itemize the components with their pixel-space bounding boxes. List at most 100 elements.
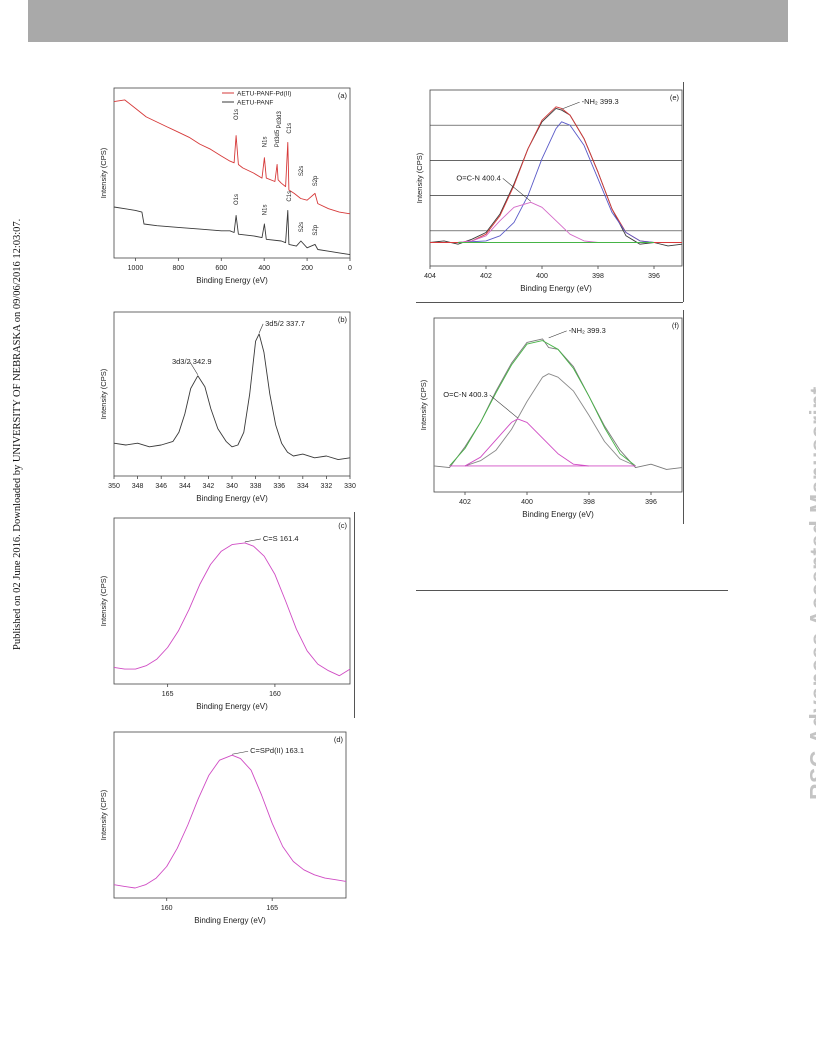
- x-tick-label: 334: [297, 483, 309, 490]
- peak-label: S2p: [313, 224, 319, 235]
- x-tick-label: 398: [592, 273, 604, 280]
- peak-label: C1s: [287, 123, 293, 134]
- plot-frame: [113, 87, 351, 259]
- plot-frame: [113, 731, 347, 899]
- peak-label: C1s: [287, 191, 293, 202]
- peak-label: N1s: [262, 205, 268, 216]
- y-axis-label: Intensity (CPS): [99, 575, 108, 626]
- peak-label: N1s: [262, 137, 268, 148]
- x-axis-label: Binding Energy (eV): [194, 916, 266, 925]
- x-tick-label: 800: [173, 265, 185, 272]
- text-rule: [416, 590, 728, 591]
- peak-label: 3d3/2 342.9: [172, 357, 212, 366]
- x-axis-label: Binding Energy (eV): [196, 494, 268, 503]
- peak-label: -NH₂ 399.3: [569, 326, 606, 335]
- y-axis-label: Intensity (CPS): [419, 379, 428, 430]
- peak-label: 3d5/2 337.7: [265, 319, 305, 328]
- legend-entry: AETU-PANF: [237, 100, 273, 107]
- peak-label: O=C-N 400.3: [443, 390, 487, 399]
- x-tick-label: 600: [215, 265, 227, 272]
- x-tick-label: 348: [132, 483, 144, 490]
- x-tick-label: 160: [161, 905, 173, 912]
- series-line: [464, 373, 636, 467]
- x-tick-label: 346: [155, 483, 167, 490]
- annotation-leader: [244, 538, 261, 543]
- panel-e-right-rule: [683, 82, 684, 302]
- plot-frame: [113, 517, 351, 685]
- x-tick-label: 0: [348, 265, 352, 272]
- pd3d-panel-b: 350 348 346 344 342 340 338 336 334 332 330 Binding…: [99, 311, 356, 503]
- xps-survey-panel-a: 1000 800 600 400 200 0 Binding Energy (eV) Inte…: [99, 87, 352, 285]
- annotation-leader: [489, 394, 518, 419]
- series-line: [113, 754, 347, 889]
- annotation-leader: [502, 178, 531, 202]
- series-line: [113, 542, 351, 677]
- x-tick-label: 340: [226, 483, 238, 490]
- panel-label: (f): [672, 321, 680, 330]
- panel-label: (b): [338, 315, 348, 324]
- x-tick-label: 402: [480, 273, 492, 280]
- y-axis-label: Intensity (CPS): [99, 368, 108, 419]
- x-tick-label: 200: [301, 265, 313, 272]
- peak-label: S2s: [299, 222, 305, 232]
- x-tick-label: 342: [203, 483, 215, 490]
- annotation-leader: [232, 750, 249, 755]
- panel-f-right-rule: [683, 310, 684, 524]
- series-line: [433, 338, 683, 470]
- panel-label: (a): [338, 91, 348, 100]
- x-tick-label: 404: [424, 273, 436, 280]
- legend-entry: AETU-PANF-Pd(II): [237, 91, 291, 98]
- peak-label: C=S 161.4: [263, 534, 299, 543]
- annotation-leader: [561, 101, 580, 110]
- x-tick-label: 350: [108, 483, 120, 490]
- x-tick-label: 332: [321, 483, 333, 490]
- x-tick-label: 330: [344, 483, 356, 490]
- peak-label: C=SPd(II) 163.1: [250, 746, 304, 755]
- panel-e-bottom-rule: [416, 302, 683, 303]
- plot-frame: [433, 317, 683, 493]
- x-tick-label: 165: [266, 905, 278, 912]
- x-tick-label: 336: [273, 483, 285, 490]
- series-line: [113, 206, 351, 256]
- x-tick-label: 396: [648, 273, 660, 280]
- series-line: [449, 340, 636, 467]
- n1s-panel-f: 402 400 398 396 Binding Energy (eV) Intensity…: [419, 317, 683, 519]
- plot-frame: [429, 89, 683, 267]
- x-tick-label: 160: [269, 691, 281, 698]
- x-tick-label: 344: [179, 483, 191, 490]
- x-tick-label: 400: [258, 265, 270, 272]
- peak-label: Pd3d3: [277, 110, 283, 128]
- annotation-leader: [189, 361, 199, 375]
- x-tick-label: 400: [536, 273, 548, 280]
- x-axis-label: Binding Energy (eV): [196, 276, 268, 285]
- x-tick-label: 400: [521, 499, 533, 506]
- plot-frame: [113, 311, 351, 477]
- x-tick-label: 402: [459, 499, 471, 506]
- annotation-leader: [548, 330, 567, 339]
- y-axis-label: Intensity (CPS): [415, 152, 424, 203]
- y-axis-label: Intensity (CPS): [99, 789, 108, 840]
- panel-c-right-rule: [354, 512, 355, 718]
- peak-label: Pd3d5: [275, 129, 281, 147]
- peak-label: O1s: [234, 194, 240, 205]
- x-tick-label: 1000: [128, 265, 144, 272]
- x-axis-label: Binding Energy (eV): [522, 510, 594, 519]
- panel-label: (d): [334, 735, 344, 744]
- peak-label: O=C-N 400.4: [456, 173, 500, 182]
- peak-label: O1s: [234, 109, 240, 120]
- x-tick-label: 338: [250, 483, 262, 490]
- panel-label: (e): [670, 93, 680, 102]
- peak-label: S2s: [299, 166, 305, 176]
- x-tick-label: 165: [162, 691, 174, 698]
- x-tick-label: 396: [645, 499, 657, 506]
- journal-watermark: RSC Advances Accepted Manuscript: [805, 386, 816, 800]
- series-line: [457, 121, 655, 243]
- series-line: [464, 418, 590, 467]
- panel-label: (c): [338, 521, 347, 530]
- top-banner: [28, 0, 788, 42]
- annotation-leader: [258, 323, 264, 333]
- peak-label: S2p: [313, 175, 319, 186]
- publication-note: Published on 02 June 2016. Downloaded by…: [12, 218, 23, 650]
